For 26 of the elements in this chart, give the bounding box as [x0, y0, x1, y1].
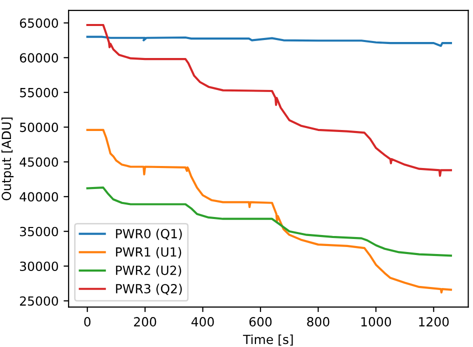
line-series: [86, 186, 452, 257]
y-tick-label: 60000: [20, 53, 58, 63]
y-tick-label: 45000: [20, 157, 58, 167]
x-axis-title: Time [s]: [242, 334, 293, 346]
x-tick-label: 400: [191, 317, 214, 326]
legend-label: PWR2 (U2): [116, 265, 182, 277]
x-tick-label: 1200: [419, 317, 449, 326]
line-series: [86, 128, 452, 294]
y-tick-label: 30000: [20, 262, 58, 272]
y-axis-title: Output [ADU]: [1, 118, 14, 200]
line-series: [86, 24, 452, 177]
x-tick-label: 200: [134, 317, 156, 326]
legend-label: PWR3 (Q2): [116, 284, 182, 295]
y-tick-label: 55000: [20, 88, 58, 98]
x-tick-label: 600: [249, 317, 272, 326]
line-series: [86, 36, 452, 47]
x-tick-label: 0: [84, 317, 90, 326]
x-tick-label: 800: [307, 317, 330, 326]
y-tick-label: 50000: [20, 122, 58, 132]
y-tick-label: 40000: [20, 192, 58, 202]
x-tick-label: 1000: [361, 317, 391, 326]
y-tick-label: 35000: [20, 226, 58, 236]
legend-label: PWR0 (Q1): [116, 228, 182, 240]
legend-label: PWR1 (U1): [116, 247, 182, 258]
y-tick-label: 25000: [20, 296, 58, 306]
y-tick-label: 65000: [20, 18, 58, 28]
